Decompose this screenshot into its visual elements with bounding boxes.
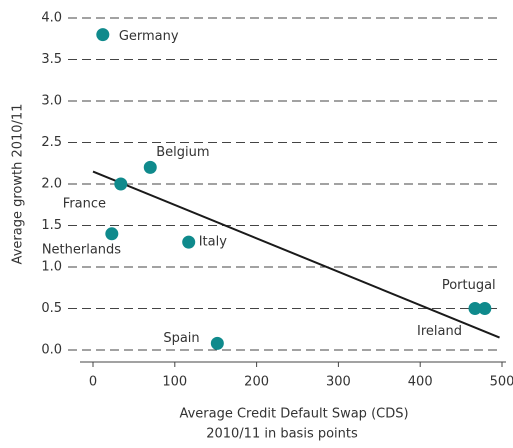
y-tick-label: 2.0 <box>41 177 62 192</box>
point-label: Ireland <box>417 324 462 339</box>
point <box>210 336 224 350</box>
x-tick-label: 400 <box>408 375 433 390</box>
y-tick-label: 3.0 <box>41 94 62 109</box>
x-tick-label: 100 <box>162 375 187 390</box>
y-tick-label: 4.0 <box>41 11 62 26</box>
point-label: France <box>63 197 106 212</box>
point-label: Italy <box>199 235 228 250</box>
x-axis-label: 2010/11 in basis points <box>206 427 358 442</box>
x-tick-label: 500 <box>490 375 513 390</box>
x-tick-label: 200 <box>244 375 269 390</box>
point-label: Germany <box>119 29 179 44</box>
point <box>478 302 492 315</box>
point <box>143 160 157 174</box>
point-label: Portugal <box>442 278 496 293</box>
point-label: Belgium <box>156 145 209 160</box>
y-tick-label: 1.0 <box>41 260 62 275</box>
y-tick-label: 1.5 <box>41 218 62 233</box>
x-tick-label: 300 <box>326 375 351 390</box>
point <box>96 28 110 42</box>
point-label: Netherlands <box>42 242 121 257</box>
point-label: Spain <box>163 331 199 346</box>
y-axis-label: Average growth 2010/11 <box>11 104 26 265</box>
y-tick-label: 0.5 <box>41 301 62 316</box>
point <box>468 302 482 315</box>
x-axis-label: Average Credit Default Swap (CDS) <box>179 407 408 422</box>
trend-line <box>92 170 500 339</box>
y-tick-label: 3.5 <box>41 52 62 67</box>
point <box>114 177 128 191</box>
point <box>105 227 119 241</box>
y-tick-label: 0.0 <box>41 343 62 358</box>
y-tick-label: 2.5 <box>41 135 62 150</box>
x-tick-label: 0 <box>89 375 97 390</box>
point <box>182 235 196 249</box>
